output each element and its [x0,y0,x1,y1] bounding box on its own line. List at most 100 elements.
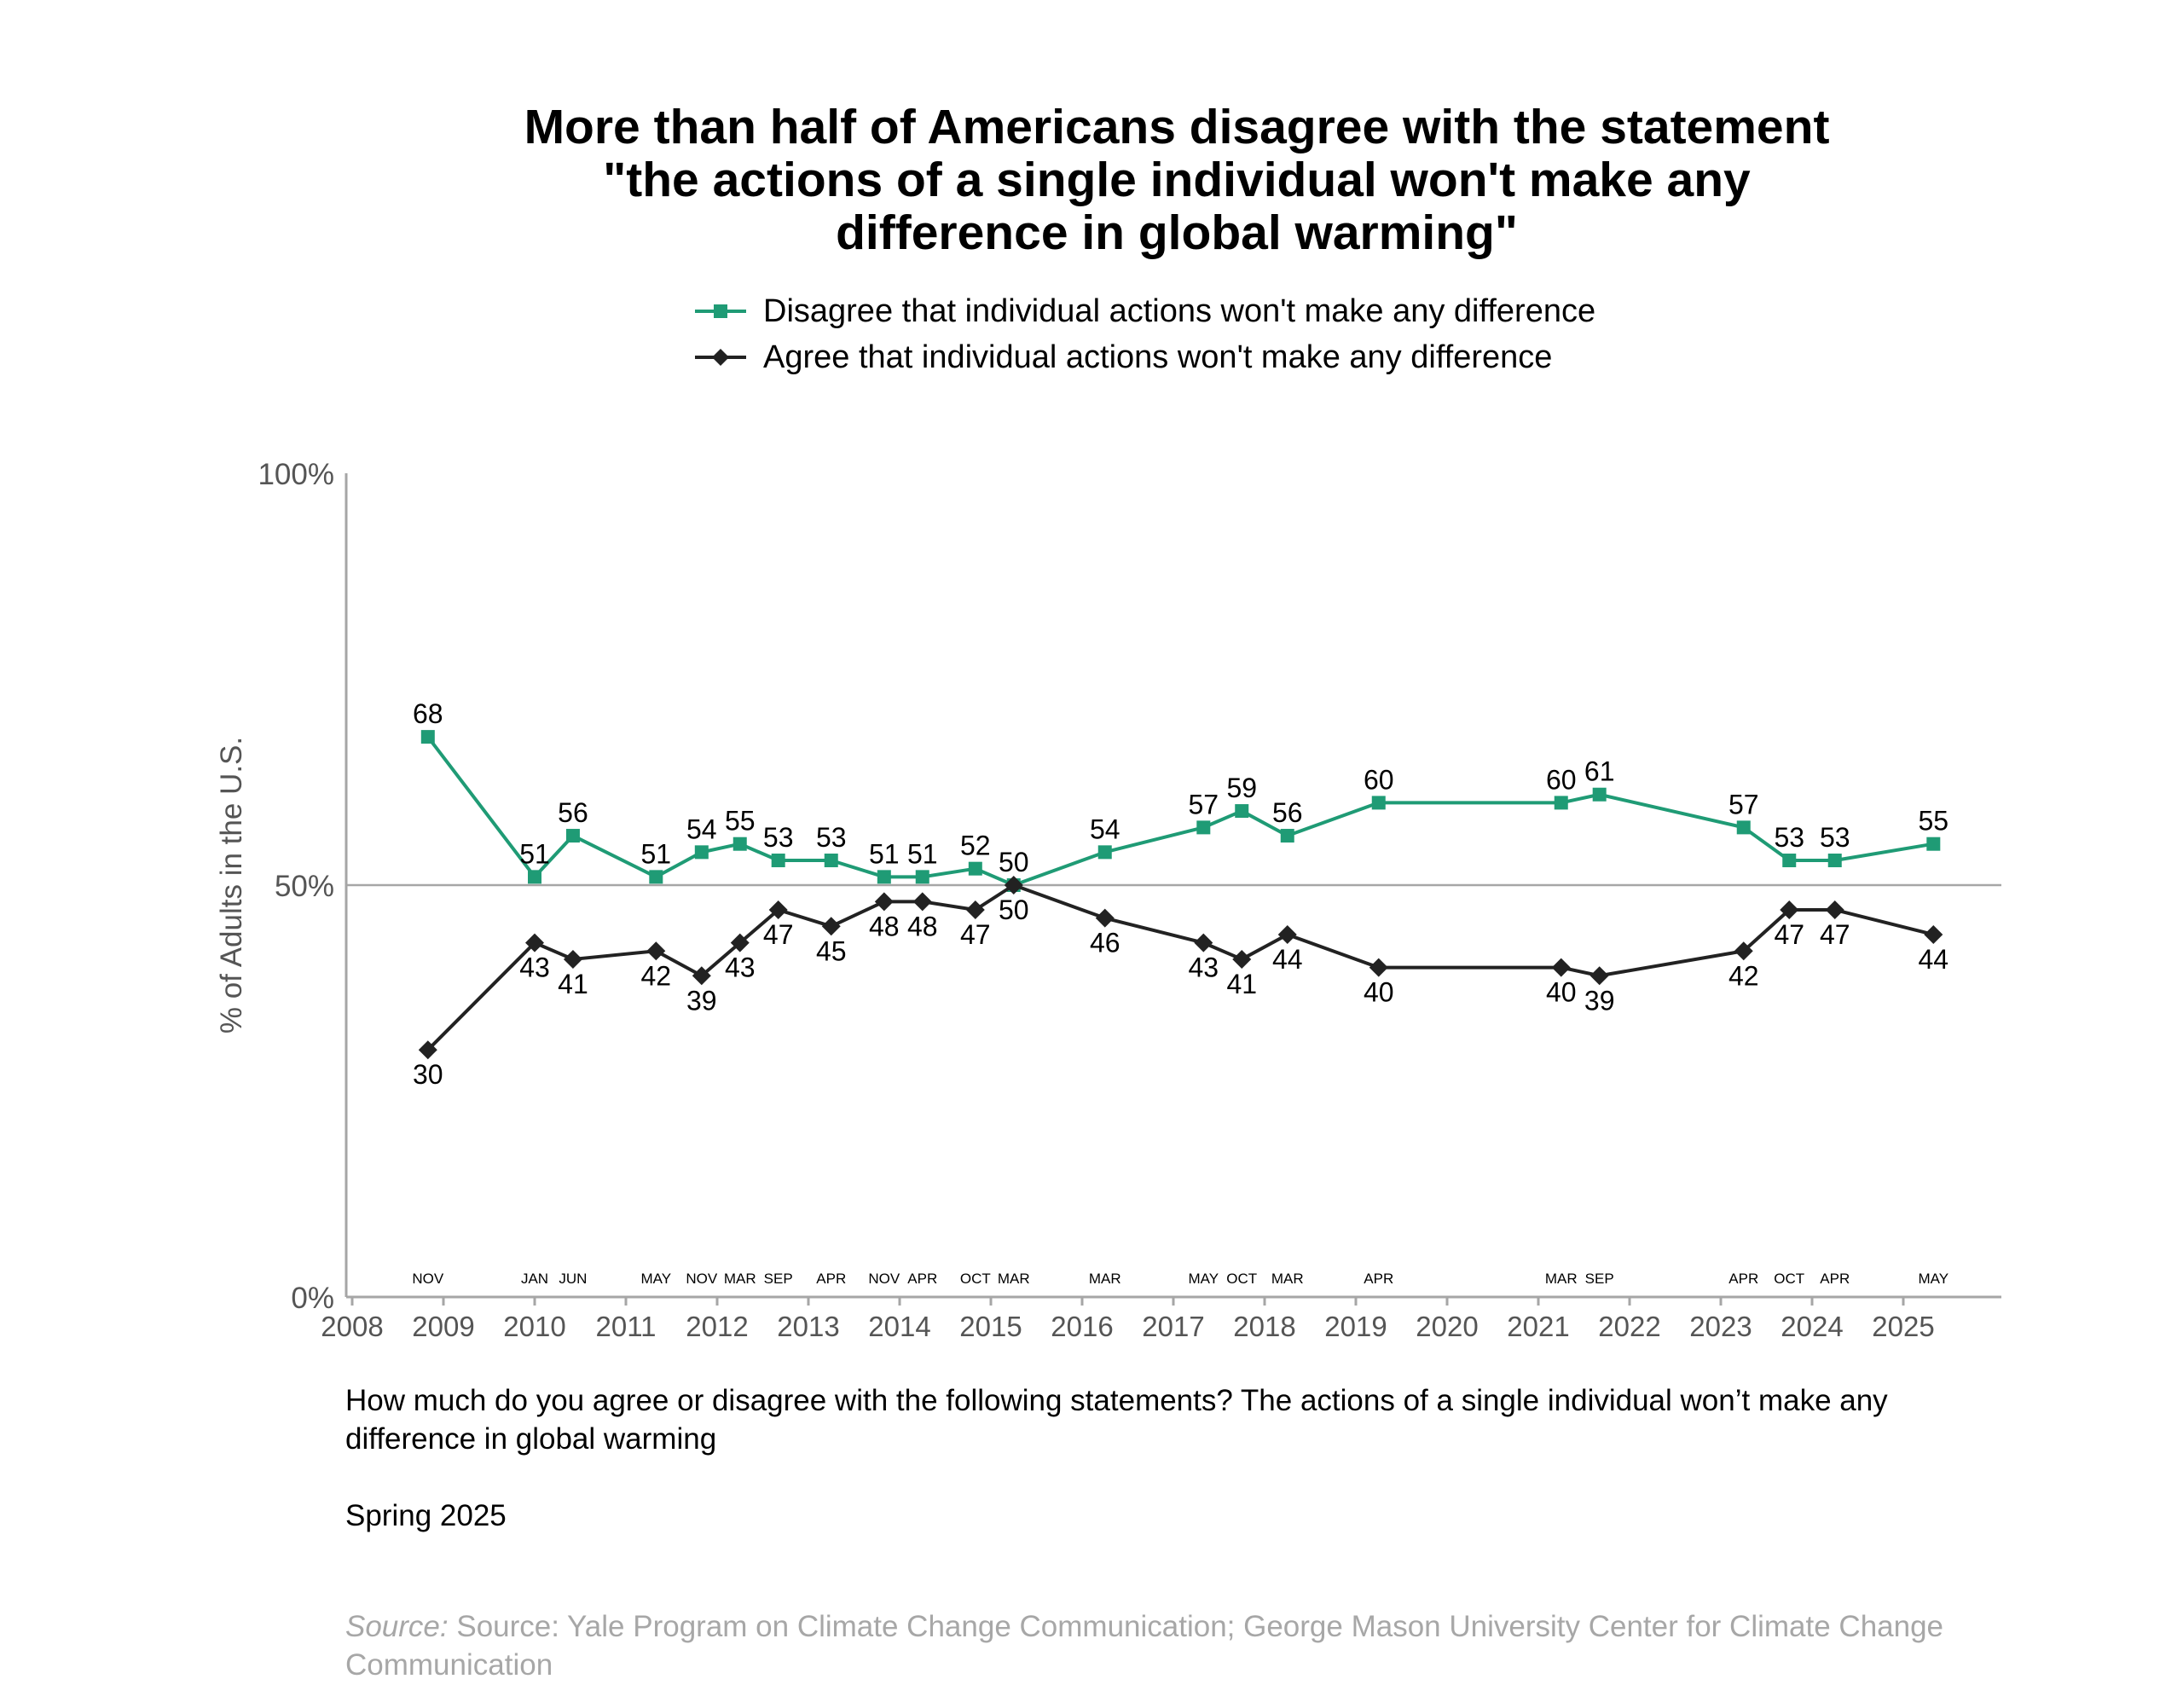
survey-month-label: NOV [412,1271,444,1287]
data-label-disagree: 60 [1546,764,1577,795]
data-label-agree: 47 [1774,919,1804,950]
data-label-disagree: 51 [869,838,900,869]
data-label-disagree: 56 [1272,797,1303,828]
data-point-disagree [1926,837,1940,851]
data-label-disagree: 53 [1774,822,1804,853]
data-point-disagree [421,730,435,744]
data-label-disagree: 60 [1364,764,1394,795]
x-tick-label: 2017 [1142,1311,1204,1342]
data-label-disagree: 59 [1226,773,1257,803]
survey-month-label: MAY [1919,1271,1949,1287]
data-label-disagree: 56 [558,797,588,828]
survey-month-label: MAY [641,1271,672,1287]
data-label-disagree: 54 [1090,813,1120,844]
survey-month-label: OCT [1774,1271,1804,1287]
data-point-disagree [1196,820,1210,834]
x-tick-label: 2012 [686,1311,748,1342]
data-point-disagree [733,837,747,851]
data-label-disagree: 57 [1728,789,1759,819]
data-label-disagree: 57 [1189,789,1219,819]
data-point-agree [646,941,665,960]
data-point-disagree [1372,796,1386,809]
data-label-agree: 44 [1272,944,1303,975]
data-point-disagree [528,870,541,883]
survey-month-label: SEP [1585,1271,1614,1287]
data-point-agree [1096,909,1115,928]
data-point-disagree [877,870,891,883]
data-point-disagree [1098,845,1112,859]
x-tick-label: 2016 [1051,1311,1113,1342]
data-label-agree: 45 [816,935,847,966]
y-axis-label: % of Adults in the U.S. [215,737,248,1033]
data-label-agree: 42 [1728,960,1759,991]
data-label-disagree: 55 [725,806,756,837]
data-label-disagree: 51 [519,838,550,869]
survey-month-label: MAR [998,1271,1030,1287]
survey-season: Spring 2025 [345,1499,507,1533]
data-label-agree: 48 [907,911,938,941]
data-label-disagree: 68 [413,698,443,729]
data-label-agree: 48 [869,911,900,941]
survey-question: How much do you agree or disagree with t… [345,1381,2017,1458]
data-point-disagree [1281,829,1294,842]
survey-month-label: NOV [686,1271,718,1287]
data-label-disagree: 61 [1584,756,1615,787]
data-point-disagree [916,870,929,883]
survey-month-label: SEP [764,1271,793,1287]
data-label-agree: 39 [686,985,717,1016]
survey-month-label: MAR [1089,1271,1121,1287]
x-tick-label: 2021 [1507,1311,1569,1342]
data-point-disagree [1235,804,1248,818]
data-point-agree [1552,958,1571,977]
data-label-agree: 44 [1919,944,1949,975]
data-point-disagree [1737,820,1751,834]
survey-month-label: OCT [960,1271,991,1287]
data-point-disagree [1593,788,1607,802]
data-label-agree: 43 [1189,952,1219,983]
data-label-disagree: 53 [1820,822,1850,853]
chart-axes: 0% 50% 100% % of Adults in the U.S. 2008 2009… [215,458,2001,1342]
data-point-agree [1194,934,1213,952]
x-tick-label: 2010 [503,1311,565,1342]
data-label-agree: 30 [413,1059,443,1090]
data-label-agree: 40 [1546,977,1577,1008]
data-label-disagree: 51 [641,838,672,869]
data-point-agree [1924,925,1943,944]
survey-month-label: MAY [1189,1271,1219,1287]
data-point-disagree [649,870,663,883]
data-point-disagree [1828,854,1842,867]
data-point-agree [564,950,582,969]
survey-month-label: APR [1728,1271,1758,1287]
data-label-agree: 41 [1226,969,1257,999]
source-text: Source: Yale Program on Climate Change C… [345,1610,1943,1682]
survey-month-label: APR [816,1271,846,1287]
data-label-disagree: 53 [816,822,847,853]
data-label-agree: 42 [641,960,672,991]
data-label-disagree: 51 [907,838,938,869]
survey-month-label: MAR [724,1271,756,1287]
data-label-agree: 47 [1820,919,1850,950]
data-point-agree [1369,958,1388,977]
survey-month-label: APR [1364,1271,1393,1287]
data-label-agree: 47 [763,919,794,950]
data-label-disagree: 50 [999,847,1029,877]
data-point-disagree [969,862,982,876]
data-point-disagree [695,845,709,859]
data-point-agree [1232,950,1251,969]
data-point-agree [1278,925,1297,944]
data-label-disagree: 53 [763,822,794,853]
x-tick-label: 2008 [321,1311,383,1342]
x-tick-label: 2023 [1689,1311,1752,1342]
x-tick-label: 2024 [1781,1311,1843,1342]
survey-month-label: APR [1820,1271,1850,1287]
data-point-agree [822,917,841,935]
data-point-agree [875,892,894,911]
data-label-agree: 43 [725,952,756,983]
x-tick-label: 2019 [1324,1311,1387,1342]
data-point-agree [1590,966,1609,985]
data-point-disagree [1782,854,1796,867]
survey-month-label: NOV [868,1271,900,1287]
x-tick-label: 2011 [596,1311,657,1342]
x-tick-label: 2020 [1416,1311,1478,1342]
